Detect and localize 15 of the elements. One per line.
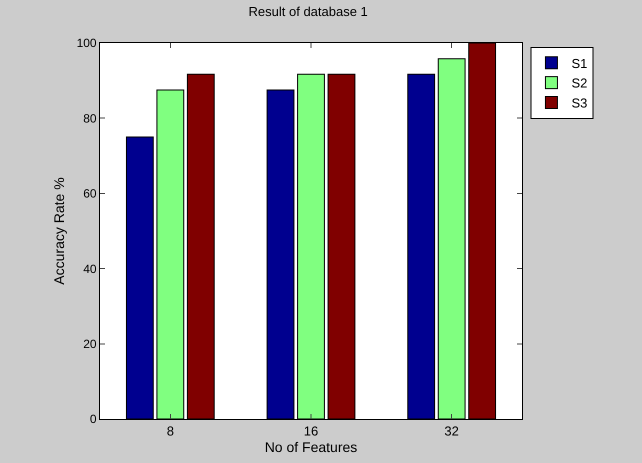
legend-label: S2 <box>571 76 588 91</box>
x-tick-label: 8 <box>166 424 174 439</box>
chart-title: Result of database 1 <box>248 4 368 20</box>
y-tick-label: 100 <box>76 36 97 50</box>
y-tick-label: 20 <box>83 337 97 351</box>
legend-label: S3 <box>571 96 588 111</box>
y-tick-label: 0 <box>90 412 97 426</box>
y-axis-title: Accuracy Rate % <box>51 177 68 285</box>
x-axis-title: No of Features <box>264 438 358 455</box>
legend-label: S1 <box>571 56 588 71</box>
x-tick-label: 16 <box>304 424 318 439</box>
y-tick-label: 80 <box>83 111 97 126</box>
y-tick-label: 40 <box>83 262 97 276</box>
y-tick-label: 60 <box>83 186 97 201</box>
x-tick-label: 32 <box>444 424 459 439</box>
